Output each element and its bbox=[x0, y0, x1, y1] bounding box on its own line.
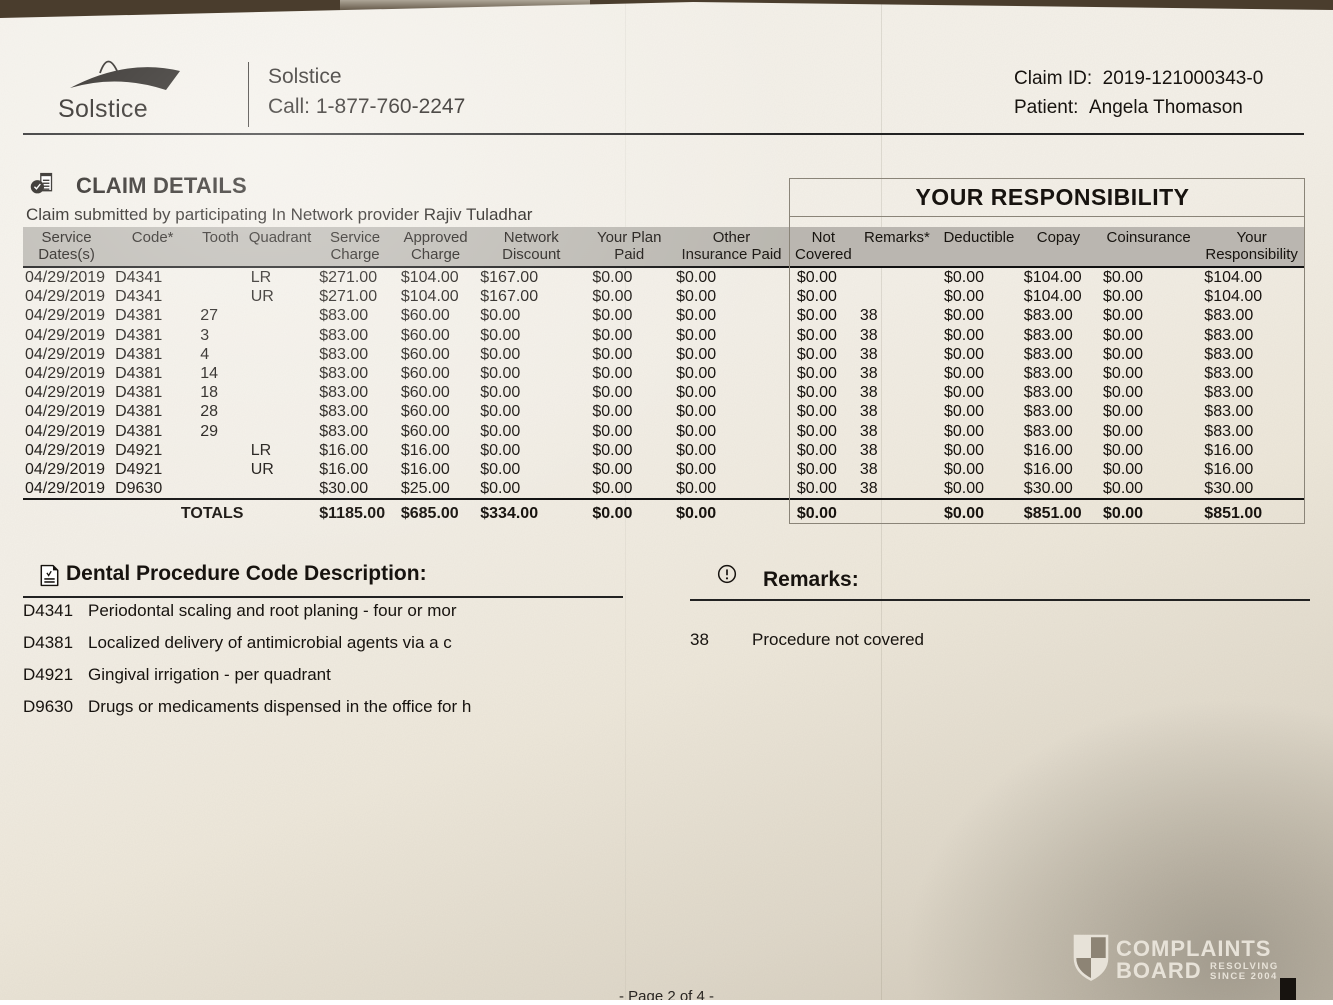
svg-text:SINCE 2004: SINCE 2004 bbox=[1210, 971, 1278, 982]
svg-text:BOARD: BOARD bbox=[1116, 958, 1202, 982]
